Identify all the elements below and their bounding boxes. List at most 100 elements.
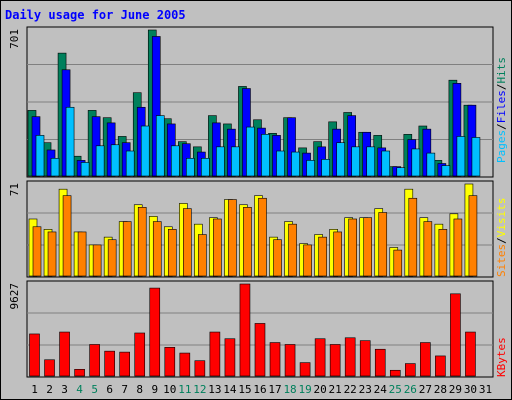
bar-kbytes-day-19	[299, 362, 311, 377]
x-tick-label: 5	[91, 383, 98, 396]
bar-pages-day-6	[110, 144, 120, 177]
bar-sites-day-28	[438, 229, 448, 277]
legend-entry: /	[495, 123, 508, 130]
bar-pages-day-5	[95, 145, 105, 177]
bar-pages-day-27	[426, 152, 436, 177]
bar-sites-day-1	[32, 226, 42, 277]
bar-sites-day-11	[183, 208, 192, 277]
bar-kbytes-day-14	[224, 338, 236, 377]
bar-sites-day-23	[363, 217, 373, 277]
x-tick-label: 12	[193, 383, 206, 396]
bar-pages-day-25	[396, 167, 406, 177]
bar-sites-day-20	[318, 236, 327, 277]
bar-sites-day-22	[348, 218, 357, 277]
x-tick-label: 21	[329, 383, 342, 396]
bar-pages-day-24	[381, 150, 391, 177]
chart-title: Daily usage for June 2005	[5, 8, 186, 22]
bar-kbytes-day-12	[194, 360, 206, 377]
x-tick-label: 16	[253, 383, 266, 396]
bar-sites-day-29	[453, 218, 463, 277]
bar-sites-day-4	[77, 231, 87, 277]
x-tick-label: 17	[268, 383, 281, 396]
bar-pages-day-3	[65, 106, 75, 177]
bar-sites-day-18	[288, 223, 297, 277]
bar-sites-day-7	[122, 221, 132, 277]
bar-kbytes-day-24	[374, 348, 386, 377]
bar-pages-day-26	[411, 148, 421, 177]
bar-pages-day-12	[201, 157, 210, 177]
bar-pages-day-1	[35, 135, 45, 177]
bar-sites-day-24	[378, 212, 388, 277]
x-tick-label: 23	[359, 383, 372, 396]
x-tick-label: 24	[374, 383, 388, 396]
bar-sites-day-15	[243, 207, 252, 277]
x-tick-label: 7	[121, 383, 128, 396]
bar-kbytes-day-30	[465, 331, 476, 377]
bar-kbytes-day-8	[134, 332, 146, 377]
bar-sites-day-16	[258, 197, 267, 277]
bar-sites-day-3	[62, 195, 72, 277]
bar-sites-day-19	[303, 244, 312, 277]
legend-entry: Pages	[495, 130, 508, 163]
legend-3: KBytes	[495, 337, 508, 377]
bar-pages-day-14	[231, 146, 240, 177]
bar-kbytes-day-3	[59, 331, 70, 377]
x-tick-label: 20	[314, 383, 327, 396]
x-tick-label: 11	[178, 383, 191, 396]
bar-pages-day-13	[216, 146, 225, 177]
bar-kbytes-day-16	[254, 323, 266, 377]
bar-pages-day-2	[50, 157, 60, 177]
bar-kbytes-day-4	[74, 369, 85, 377]
bar-kbytes-day-23	[359, 340, 371, 377]
x-tick-label: 19	[298, 383, 311, 396]
bar-sites-day-13	[213, 218, 222, 277]
bar-sites-day-17	[273, 239, 282, 277]
bar-kbytes-day-18	[284, 344, 296, 377]
x-tick-label: 29	[449, 383, 462, 396]
bar-kbytes-day-2	[44, 359, 55, 377]
bar-kbytes-day-25	[389, 369, 401, 377]
bar-sites-day-27	[423, 221, 433, 277]
x-tick-label: 22	[344, 383, 357, 396]
bar-sites-day-21	[333, 231, 342, 277]
legend-1: Pages/Files/Hits	[495, 57, 508, 163]
bar-sites-day-8	[137, 207, 147, 277]
bar-sites-day-26	[408, 197, 418, 277]
bar-pages-day-16	[261, 134, 270, 177]
bar-sites-day-5	[92, 244, 102, 277]
bar-kbytes-day-1	[29, 333, 40, 377]
bar-pages-day-28	[441, 165, 451, 177]
bar-kbytes-day-26	[405, 363, 416, 377]
bar-pages-day-7	[125, 150, 135, 177]
bar-pages-day-21	[336, 142, 345, 177]
bar-kbytes-day-10	[164, 347, 176, 377]
x-tick-label: 26	[404, 383, 417, 396]
x-tick-label: 18	[283, 383, 296, 396]
bar-sites-day-2	[47, 231, 57, 277]
y-max-label: 701	[8, 29, 21, 49]
x-tick-label: 27	[419, 383, 432, 396]
x-tick-label: 4	[76, 383, 83, 396]
legend-entry: Files	[495, 90, 508, 123]
legend-entry: Hits	[495, 57, 508, 84]
bar-pages-day-11	[186, 157, 195, 177]
bar-kbytes-day-21	[329, 344, 341, 377]
x-tick-label: 9	[151, 383, 158, 396]
bar-pages-day-10	[170, 145, 180, 177]
bar-pages-day-29	[456, 136, 466, 177]
bar-kbytes-day-28	[435, 355, 446, 377]
legend-2: Sites/Visits	[495, 198, 508, 278]
bar-kbytes-day-5	[89, 344, 100, 377]
bar-kbytes-day-20	[314, 338, 326, 377]
bar-pages-day-8	[140, 125, 150, 177]
bar-pages-day-22	[351, 146, 360, 177]
x-tick-label: 6	[106, 383, 113, 396]
bar-pages-day-15	[246, 126, 255, 177]
bar-pages-day-17	[276, 150, 285, 177]
legend-entry: Sites	[495, 244, 508, 277]
y-max-label: 71	[8, 183, 21, 196]
bar-pages-day-9	[155, 115, 165, 177]
bar-kbytes-day-11	[179, 352, 191, 377]
